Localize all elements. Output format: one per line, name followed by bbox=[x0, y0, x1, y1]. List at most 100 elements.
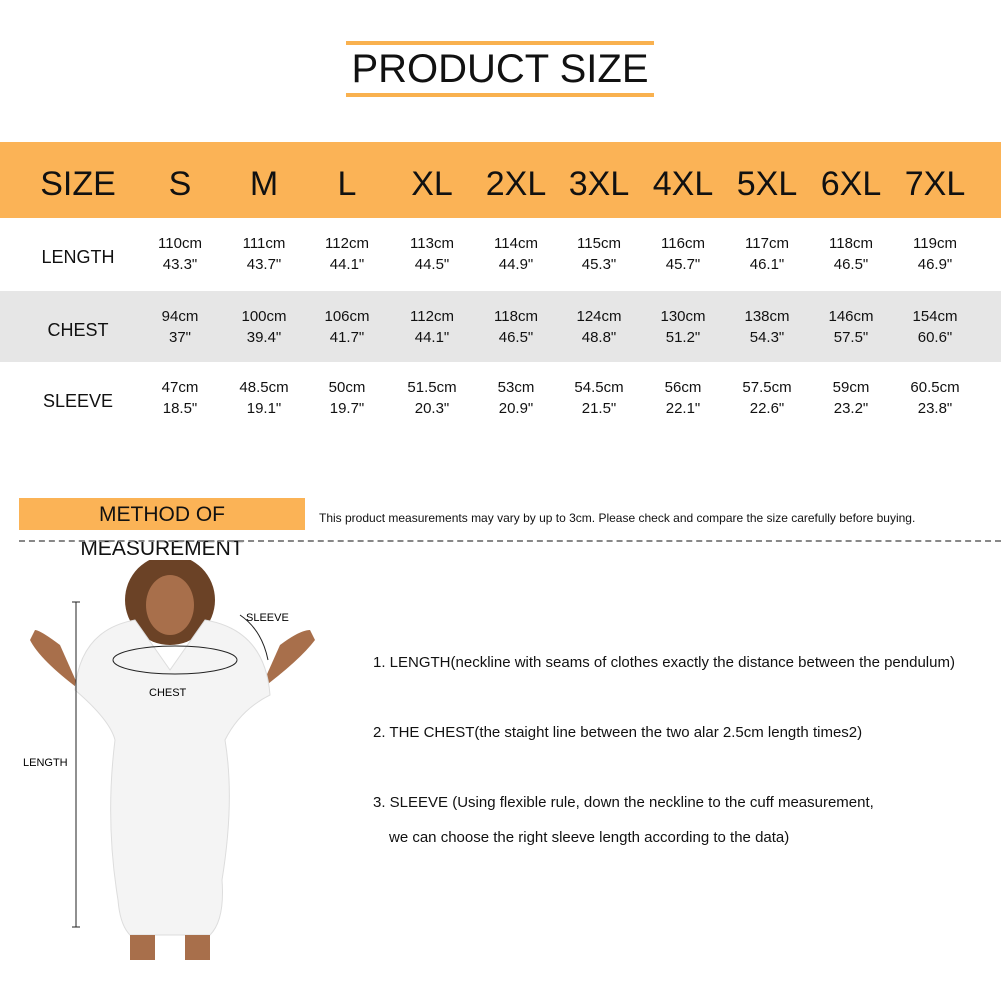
cell-line: 44.5" bbox=[414, 256, 450, 273]
section-title: METHOD OF MEASUREMENT bbox=[19, 498, 305, 560]
table-cell: 119cm 46.9" bbox=[893, 233, 977, 275]
instruction: 1. LENGTH(neckline with seams of clothes… bbox=[373, 654, 955, 671]
table-cell: 138cm 54.3" bbox=[725, 306, 809, 348]
cell-line: 48.8" bbox=[581, 329, 617, 346]
cell-line: 46.1" bbox=[749, 256, 785, 273]
column-header: SIZE bbox=[40, 165, 116, 203]
table-row bbox=[0, 218, 1001, 291]
table-cell: 47cm 18.5" bbox=[138, 377, 222, 419]
cell-line: 46.9" bbox=[917, 256, 953, 273]
cell-line: 44.9" bbox=[498, 256, 534, 273]
leg bbox=[130, 935, 155, 960]
table-cell: 130cm 51.2" bbox=[641, 306, 725, 348]
cell-line: 115cm bbox=[577, 235, 621, 252]
cell-line: 56cm bbox=[664, 379, 702, 396]
cell-line: 46.5" bbox=[498, 329, 534, 346]
table-cell: 57.5cm 22.6" bbox=[725, 377, 809, 419]
cell-line: 57.5cm bbox=[742, 379, 792, 396]
figure-label: CHEST bbox=[149, 687, 187, 699]
cell-line: 23.8" bbox=[917, 400, 953, 417]
cell-line: 23.2" bbox=[833, 400, 869, 417]
cell-line: 54.3" bbox=[749, 329, 785, 346]
cell-line: 94cm bbox=[161, 308, 199, 325]
instruction: 3. SLEEVE (Using flexible rule, down the… bbox=[373, 794, 874, 811]
table-cell: 94cm 37" bbox=[138, 306, 222, 348]
table-cell: 54.5cm 21.5" bbox=[557, 377, 641, 419]
column-header: 7XL bbox=[904, 165, 966, 203]
cell-line: 130cm bbox=[660, 308, 706, 325]
cell-line: 19.7" bbox=[329, 400, 365, 417]
table-cell: 111cm 43.7" bbox=[222, 233, 306, 275]
cell-line: 146cm bbox=[828, 308, 874, 325]
cell-line: 118cm bbox=[829, 235, 873, 252]
table-cell: 124cm 48.8" bbox=[557, 306, 641, 348]
cell-line: 50cm bbox=[328, 379, 366, 396]
column-header: 3XL bbox=[568, 165, 630, 203]
cell-line: 118cm bbox=[494, 308, 538, 325]
table-cell: 112cm 44.1" bbox=[305, 233, 389, 275]
column-header: L bbox=[337, 165, 357, 203]
divider bbox=[19, 540, 1001, 542]
cell-line: 41.7" bbox=[329, 329, 365, 346]
cell-line: 53cm bbox=[497, 379, 535, 396]
cell-line: 51.2" bbox=[665, 329, 701, 346]
table-cell: 113cm 44.5" bbox=[390, 233, 474, 275]
cell-line: 60.5cm bbox=[910, 379, 960, 396]
table-cell: 118cm 46.5" bbox=[474, 306, 558, 348]
cell-line: 59cm bbox=[832, 379, 870, 396]
table-cell: 117cm 46.1" bbox=[725, 233, 809, 275]
face bbox=[146, 575, 194, 635]
table-cell: 112cm 44.1" bbox=[390, 306, 474, 348]
cell-line: 47cm bbox=[161, 379, 199, 396]
cell-line: 20.9" bbox=[498, 400, 534, 417]
cell-line: 113cm bbox=[410, 235, 454, 252]
table-cell: 51.5cm 20.3" bbox=[390, 377, 474, 419]
column-header: M bbox=[249, 165, 279, 203]
cell-line: 111cm bbox=[242, 235, 286, 252]
cell-line: 39.4" bbox=[246, 329, 282, 346]
page-title: PRODUCT SIZE bbox=[346, 41, 654, 97]
table-cell: 115cm 45.3" bbox=[557, 233, 641, 275]
cell-line: 22.1" bbox=[665, 400, 701, 417]
column-header: 2XL bbox=[485, 165, 547, 203]
instruction: we can choose the right sleeve length ac… bbox=[389, 829, 790, 846]
cell-line: 44.1" bbox=[414, 329, 450, 346]
figure-label: SLEEVE bbox=[246, 612, 289, 624]
chest-guide bbox=[112, 645, 238, 675]
leg bbox=[185, 935, 210, 960]
table-cell: 60.5cm 23.8" bbox=[893, 377, 977, 419]
table-cell: 59cm 23.2" bbox=[809, 377, 893, 419]
table-row bbox=[0, 362, 1001, 433]
instruction: 2. THE CHEST(the staight line between th… bbox=[373, 724, 863, 741]
cell-line: 44.1" bbox=[329, 256, 365, 273]
figure-label: LENGTH bbox=[23, 757, 68, 769]
cell-line: 124cm bbox=[576, 308, 622, 325]
cell-line: 48.5cm bbox=[239, 379, 289, 396]
table-cell: 146cm 57.5" bbox=[809, 306, 893, 348]
cell-line: 21.5" bbox=[581, 400, 617, 417]
cell-line: 37" bbox=[168, 329, 191, 346]
cell-line: 51.5cm bbox=[407, 379, 457, 396]
cell-line: 100cm bbox=[241, 308, 287, 325]
cell-line: 117cm bbox=[745, 235, 789, 252]
row-label: SLEEVE bbox=[42, 391, 114, 411]
sleeve-guide bbox=[239, 614, 269, 661]
cell-line: 116cm bbox=[661, 235, 705, 252]
cell-line: 45.3" bbox=[581, 256, 617, 273]
column-header: XL bbox=[411, 165, 453, 203]
table-cell: 106cm 41.7" bbox=[305, 306, 389, 348]
cell-line: 138cm bbox=[744, 308, 790, 325]
table-cell: 118cm 46.5" bbox=[809, 233, 893, 275]
column-header: 6XL bbox=[820, 165, 882, 203]
column-header: S bbox=[168, 165, 192, 203]
table-cell: 50cm 19.7" bbox=[305, 377, 389, 419]
table-cell: 48.5cm 19.1" bbox=[222, 377, 306, 419]
cell-line: 112cm bbox=[410, 308, 454, 325]
cell-line: 22.6" bbox=[749, 400, 785, 417]
cell-line: 57.5" bbox=[833, 329, 869, 346]
cell-line: 60.6" bbox=[917, 329, 953, 346]
table-cell: 56cm 22.1" bbox=[641, 377, 725, 419]
cell-line: 114cm bbox=[494, 235, 538, 252]
cell-line: 45.7" bbox=[665, 256, 701, 273]
